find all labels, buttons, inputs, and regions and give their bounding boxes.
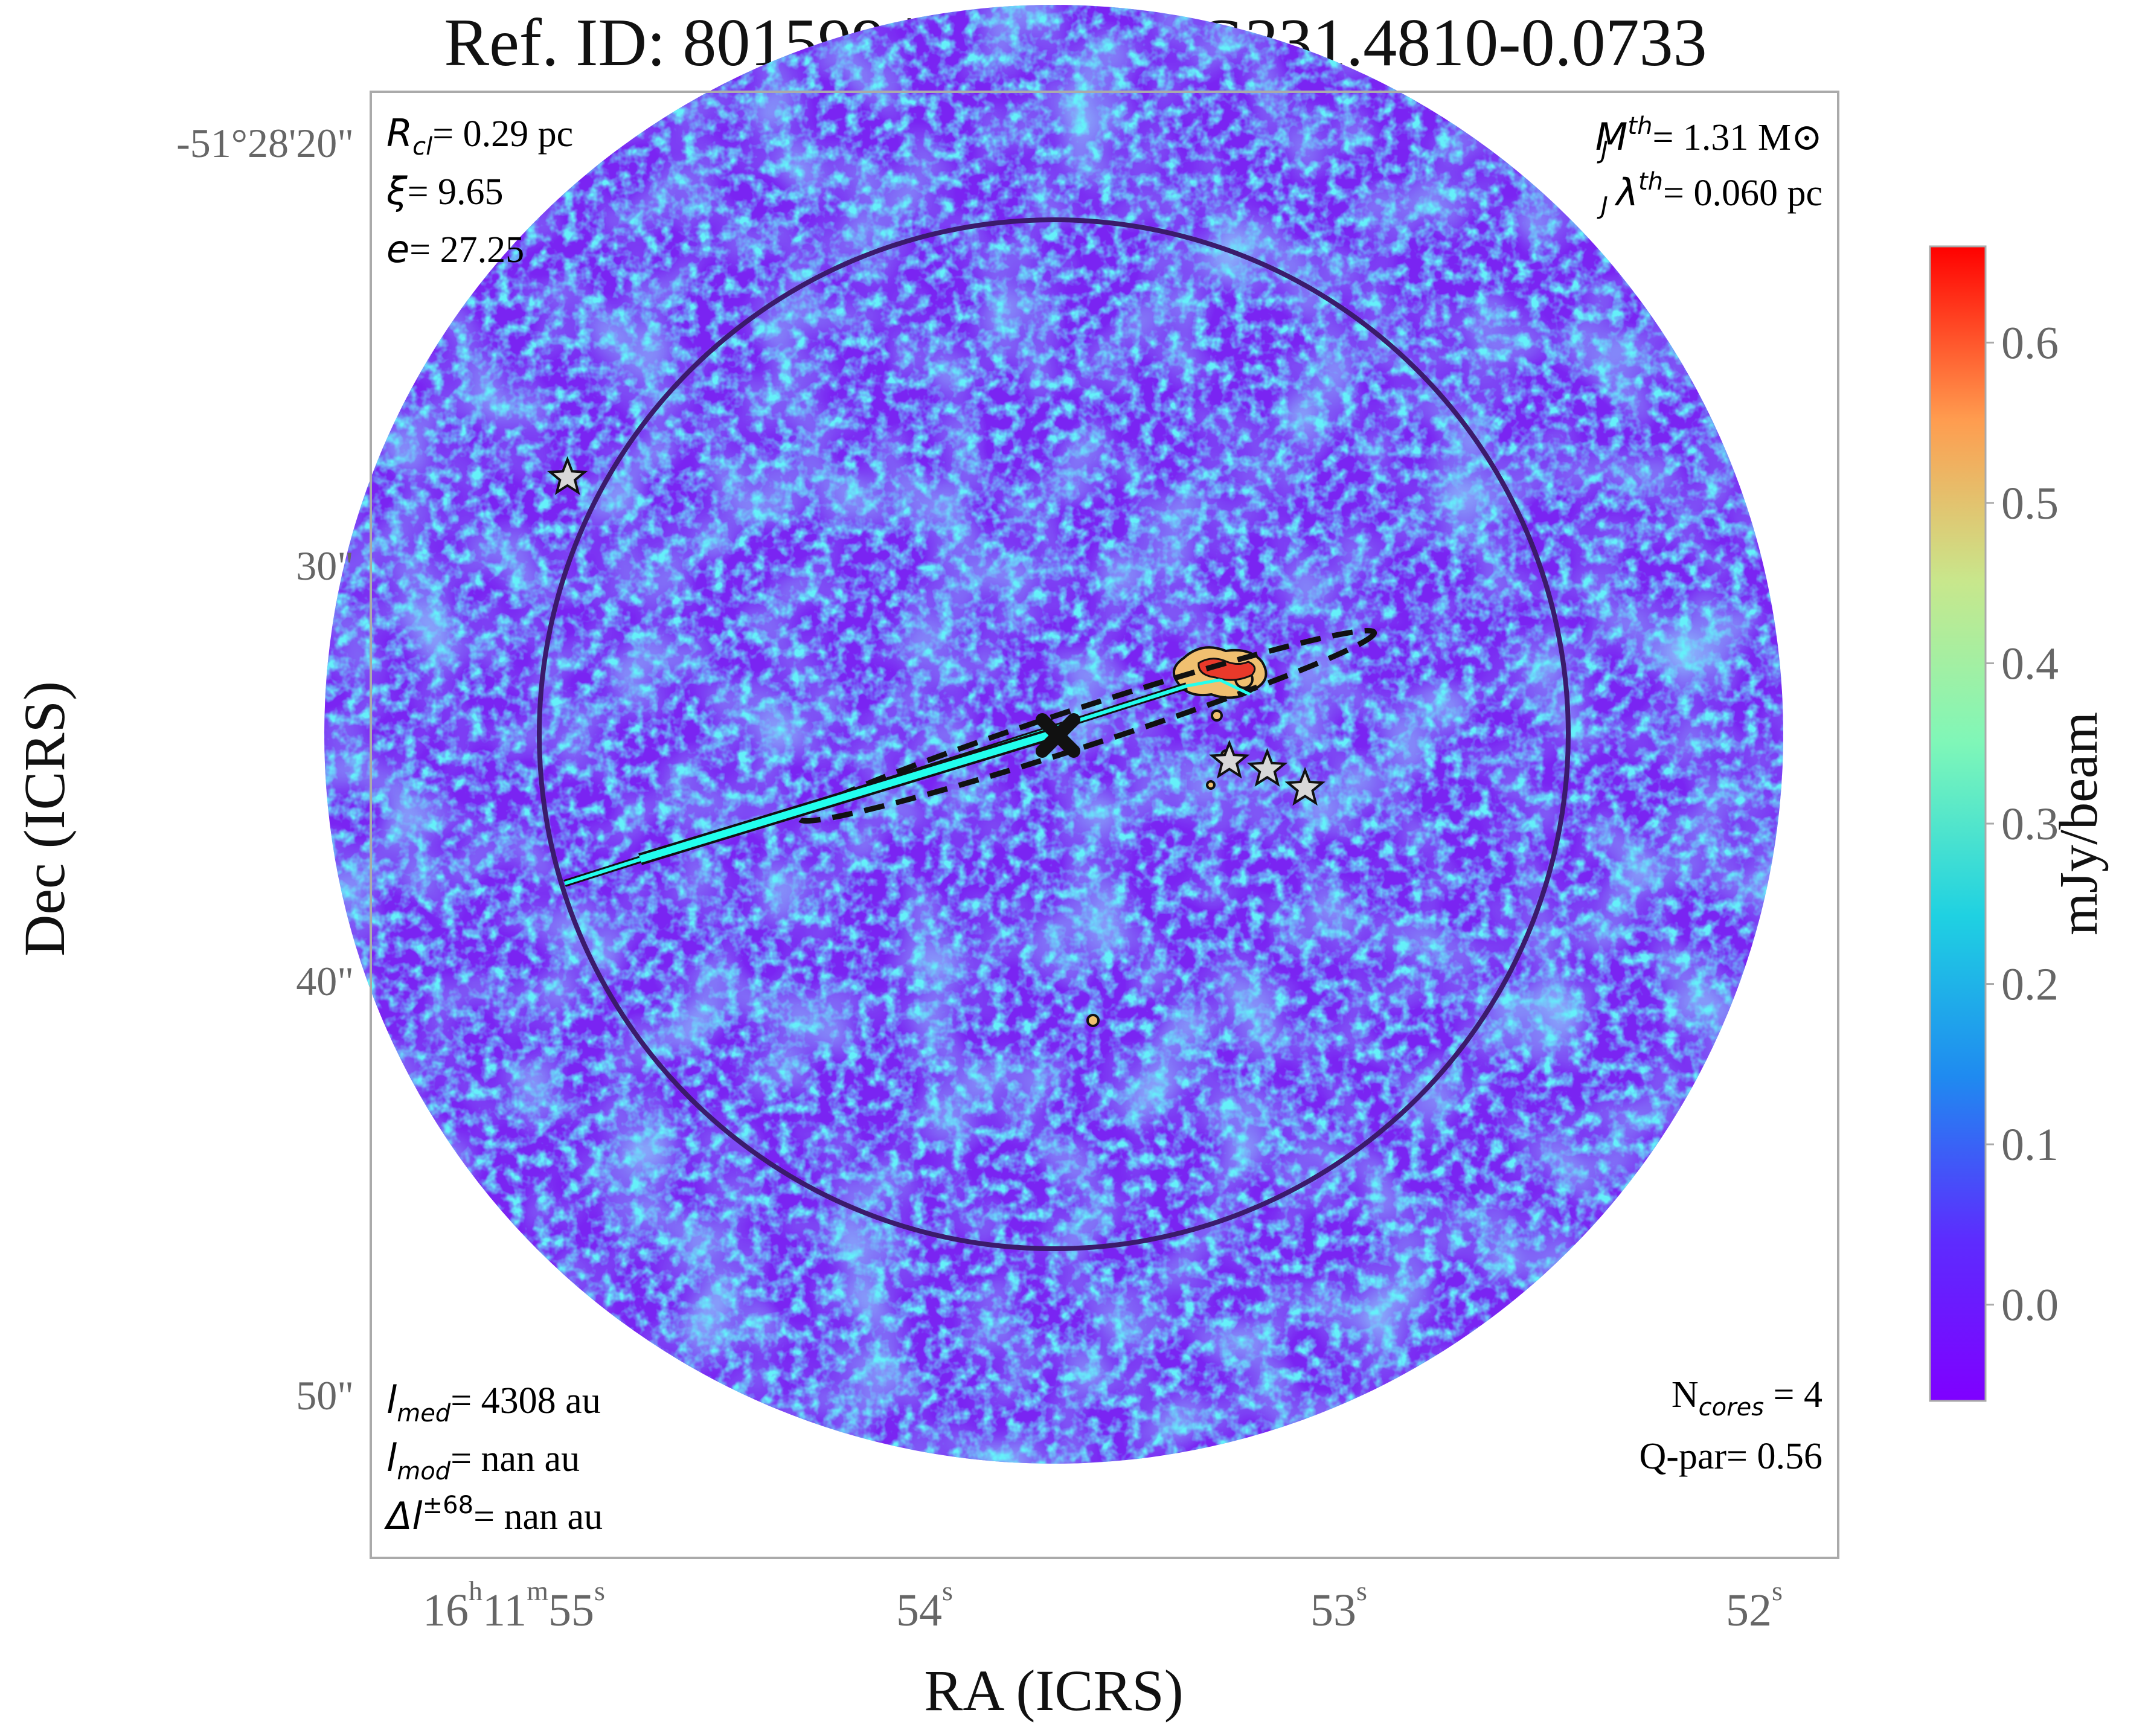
mst-edge — [639, 727, 1064, 863]
colorbar-gradient — [1929, 245, 1987, 1402]
cluster-center-marker — [1036, 713, 1080, 758]
mst-edge — [1219, 678, 1251, 696]
annot-delta-l: Δl±68= nan au — [384, 1491, 603, 1538]
y-tick-label: 40" — [296, 958, 354, 1004]
x-tick-label: 52s — [1726, 1575, 1783, 1636]
x-tick-label: 54s — [896, 1575, 953, 1636]
contour-blob — [1086, 1014, 1100, 1027]
core-star-marker — [1209, 740, 1250, 779]
colorbar-label: mJy/beam — [2049, 712, 2109, 935]
colorbar-tick-label: 0.0 — [2001, 1280, 2059, 1331]
annot-jeans-length-sub: J — [1597, 192, 1608, 220]
mst-edge — [1186, 678, 1220, 688]
y-tick-labels: -51°28'20" 30" 40" 50" — [176, 120, 354, 1418]
annot-radius: Rcl= 0.29 pc — [386, 111, 573, 161]
colorbar-tick-label: 0.2 — [2001, 959, 2059, 1010]
y-axis-label: Dec (ICRS) — [12, 681, 77, 956]
x-axis-label: RA (ICRS) — [924, 1658, 1183, 1723]
annot-jeans-length: λth= 0.060 pc — [1614, 168, 1822, 214]
colorbar-tick-label: 0.1 — [2001, 1119, 2059, 1170]
y-tick-label: 50" — [296, 1372, 354, 1418]
core-star-marker — [1246, 748, 1288, 787]
annot-xi: ξ= 9.65 — [386, 169, 504, 213]
colorbar-tick-label: 0.6 — [2001, 318, 2059, 368]
colorbar-tick-label: 0.5 — [2001, 478, 2059, 529]
core-star-marker — [547, 456, 588, 495]
mst-edges — [563, 678, 1251, 887]
contour-peak — [1197, 658, 1256, 681]
annot-e: e= 27.25 — [386, 227, 524, 271]
cluster-circle — [537, 217, 1571, 1251]
fit-ellipse — [797, 628, 1377, 824]
annot-jeans-mass: Mth= 1.31 M⊙ — [1595, 112, 1822, 159]
annot-q-par: Q-par= 0.56 — [1639, 1436, 1822, 1477]
annotation-top-left: Rcl= 0.29 pc ξ= 9.65 e= 27.25 — [386, 111, 573, 271]
x-tick-label: 16h11m55s — [423, 1575, 605, 1636]
annot-l-med: lmed= 4308 au — [386, 1378, 601, 1427]
core-markers — [547, 456, 1326, 806]
colorbar: 0.0 0.1 0.2 0.3 0.4 0.5 0.6 mJy/beam — [1929, 245, 2109, 1402]
annot-n-cores: Ncores = 4 — [1672, 1374, 1822, 1421]
y-tick-label: -51°28'20" — [176, 120, 354, 166]
colorbar-ticks: 0.0 0.1 0.2 0.3 0.4 0.5 0.6 — [1986, 318, 2059, 1331]
annotation-bottom-right: Ncores = 4 Q-par= 0.56 — [1639, 1374, 1822, 1477]
x-tick-label: 53s — [1310, 1575, 1367, 1636]
annotation-top-right: Mth= 1.31 M⊙ λth= 0.060 pc J J — [1595, 112, 1822, 220]
y-tick-label: 30" — [296, 543, 354, 589]
core-star-marker — [1284, 766, 1326, 806]
colorbar-tick-label: 0.4 — [2001, 638, 2059, 689]
annotation-bottom-left: lmed= 4308 au lmod= nan au Δl±68= nan au — [384, 1378, 603, 1538]
contour-blob — [1206, 780, 1216, 790]
colorbar-tick-label: 0.3 — [2001, 799, 2059, 850]
plot-frame — [370, 91, 1839, 1559]
x-tick-labels: 16h11m55s 54s 53s 52s — [423, 1575, 1783, 1636]
annot-l-mod: lmod= nan au — [386, 1436, 580, 1485]
contour-blob — [1211, 709, 1223, 722]
